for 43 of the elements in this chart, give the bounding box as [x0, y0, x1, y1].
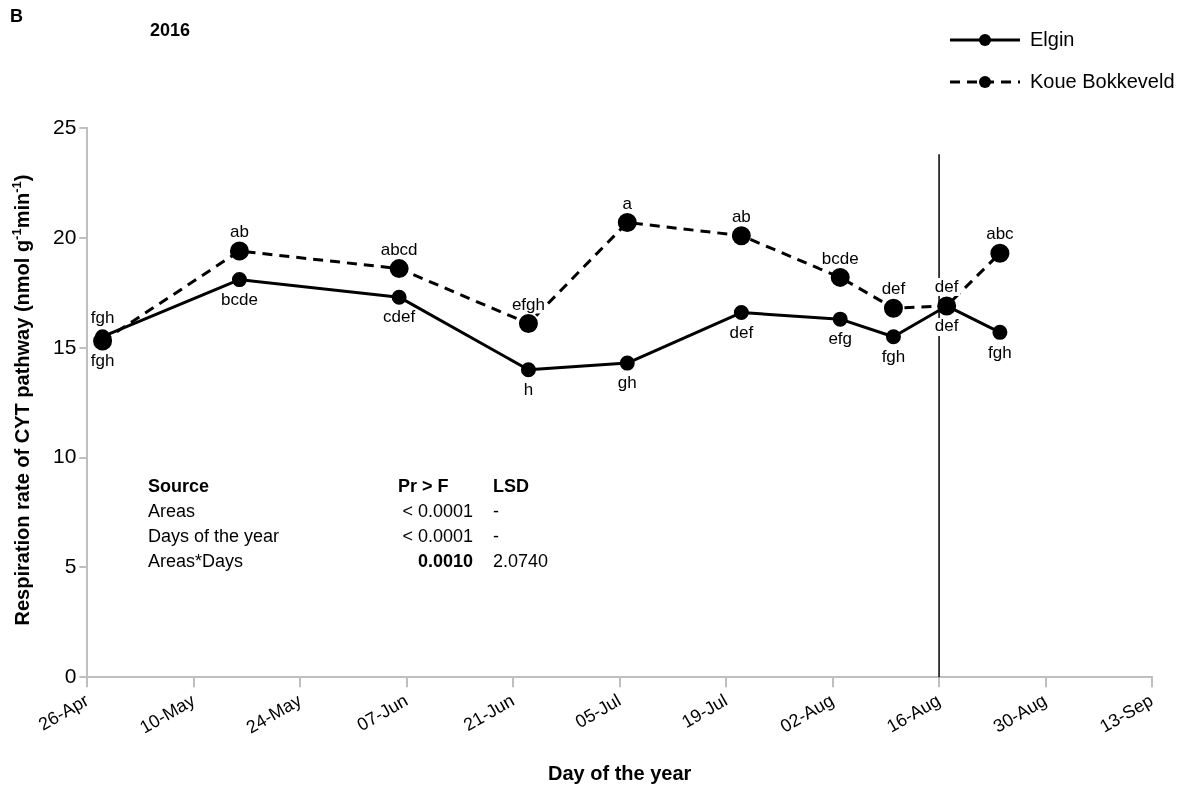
annotation: LSD	[493, 475, 530, 498]
annotation: abcd	[380, 239, 418, 259]
annotation: h	[523, 379, 534, 399]
annotation: 2.0740	[493, 550, 550, 573]
y-tick-label: 5	[64, 554, 77, 578]
y-tick-label: 15	[53, 334, 77, 358]
annotation: Source	[148, 475, 211, 498]
annotation: Areas	[148, 500, 197, 523]
annotation: efg	[828, 329, 853, 349]
annotation: ab	[229, 222, 249, 242]
annotation: -	[493, 500, 500, 523]
y-tick-label: 10	[53, 444, 77, 468]
annotation: < 0.0001	[401, 525, 474, 548]
annotation: < 0.0001	[401, 500, 474, 523]
annotation: def	[729, 322, 754, 342]
annotation: bcde	[221, 289, 258, 309]
annotation: ab	[731, 206, 751, 226]
annotation: cdef	[383, 307, 416, 327]
annotation: -	[493, 525, 500, 548]
annotation: efgh	[511, 294, 545, 314]
y-tick-label: 0	[64, 664, 77, 688]
annotation: Days of the year	[148, 525, 281, 548]
annotation: def	[934, 316, 959, 336]
chart-title: 2016	[150, 20, 191, 41]
legend-label: Koue Bokkeveld	[1030, 69, 1175, 92]
annotation: bcde	[821, 248, 859, 268]
annotation: Pr > F	[398, 475, 450, 498]
annotation: fgh	[881, 346, 906, 366]
annotation: abc	[986, 224, 1015, 244]
annotation: fgh	[988, 342, 1012, 362]
y-tick-label: 25	[53, 114, 77, 138]
annotation: a	[622, 193, 633, 213]
annotation: fgh	[90, 351, 115, 371]
annotation: Areas*Days	[148, 550, 245, 573]
annotation: gh	[617, 373, 637, 393]
annotation: def	[881, 279, 906, 299]
legend-label: Elgin	[1030, 27, 1075, 50]
annotation: def	[934, 277, 959, 297]
x-axis-title: Day of the year	[547, 761, 692, 784]
y-tick-label: 20	[53, 224, 77, 248]
annotation: fgh	[90, 307, 115, 327]
text: B	[10, 6, 23, 27]
annotation: 0.0010	[416, 550, 474, 573]
